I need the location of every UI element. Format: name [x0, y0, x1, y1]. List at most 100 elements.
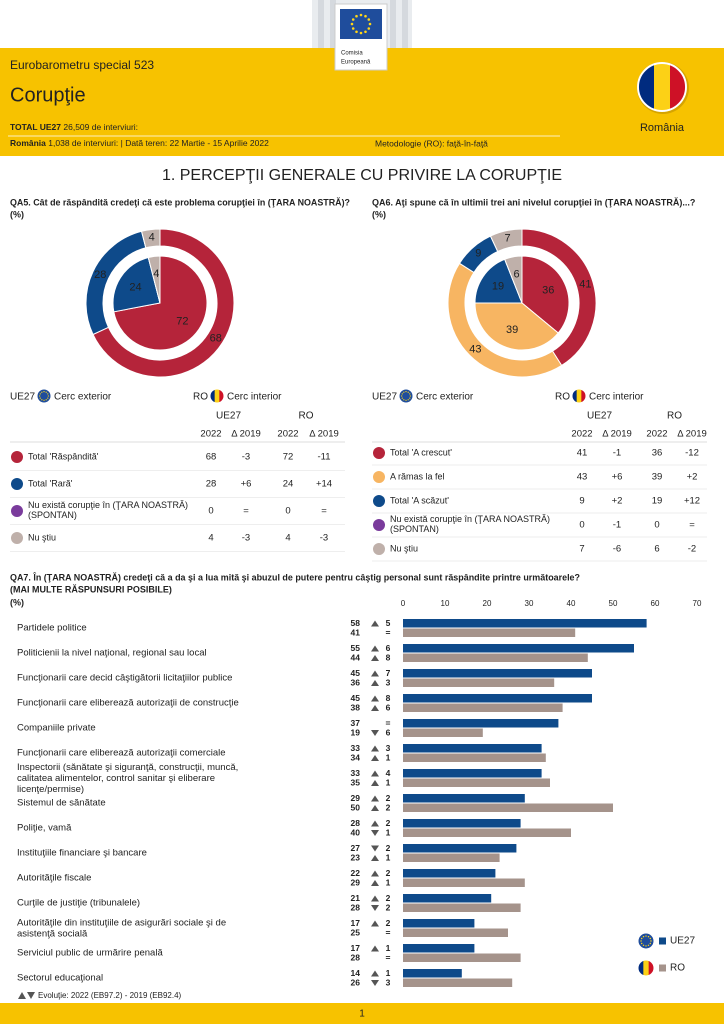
eu-star: [409, 395, 411, 397]
category-label: A rămas la fel: [390, 471, 445, 481]
table-subheader: 2022: [277, 429, 298, 440]
eu-star: [403, 399, 405, 401]
legend-name: UE27: [372, 392, 397, 403]
change-label: 6: [386, 643, 391, 653]
eu-star: [43, 399, 45, 401]
flag-stripe: [654, 63, 671, 111]
value-label: 28: [351, 818, 361, 828]
change-arrow: [371, 920, 379, 927]
table-change: +2: [687, 472, 698, 483]
change-arrow: [371, 895, 379, 902]
fieldwork: Dată teren: 22 Martie - 15 Aprilie 2022: [125, 138, 269, 148]
segment-label: 28: [94, 269, 106, 281]
x-tick-label: 70: [693, 599, 702, 608]
change-arrow: [371, 730, 379, 736]
change-label: 2: [386, 802, 391, 812]
change-label: 3: [386, 743, 391, 753]
change-label: 1: [386, 852, 391, 862]
change-label: 1: [386, 752, 391, 762]
value-label: 35: [351, 777, 361, 787]
bar: [403, 678, 555, 687]
bar: [403, 878, 525, 887]
legend-dot: [11, 505, 23, 517]
segment-label: 4: [149, 231, 155, 243]
flag-stripe: [214, 389, 220, 403]
category-label: Politicienii la nivel naţional, regional…: [17, 648, 207, 659]
change-arrow: [371, 970, 379, 977]
ro-label: România: [10, 138, 46, 148]
table-subheader: Δ 2019: [602, 429, 632, 440]
eu-star: [39, 397, 41, 399]
country-name: România: [640, 122, 685, 134]
logo-text: Europeană: [341, 60, 371, 66]
table-header: RO: [667, 411, 682, 422]
logo-star: [351, 27, 355, 30]
table-change: +2: [612, 496, 623, 507]
separator: |: [121, 138, 123, 148]
legend-dot: [373, 519, 385, 531]
bar: [403, 894, 492, 903]
section-title: 1. PERCEPŢII GENERALE CU PRIVIRE LA CORU…: [162, 167, 562, 184]
bar: [403, 753, 546, 762]
logo-star: [359, 31, 363, 35]
change-arrow: [371, 780, 379, 786]
value-label: 37: [351, 718, 361, 728]
legend-dot: [11, 451, 23, 463]
change-arrow: [371, 620, 379, 627]
total-line: TOTAL UE27 26,509 de interviuri:: [10, 122, 138, 132]
table-change: -3: [320, 533, 328, 544]
category-label: Inspectorii (sănătate şi siguranţă, cons…: [17, 762, 241, 795]
value-label: 58: [351, 618, 361, 628]
change-label: 1: [386, 943, 391, 953]
segment-label: 43: [469, 344, 481, 356]
legend-dot: [373, 447, 385, 459]
flag-border: [209, 388, 225, 404]
value-label: 36: [351, 677, 361, 687]
table-change: -6: [613, 544, 621, 555]
value-label: 22: [351, 868, 361, 878]
eu-star: [39, 395, 41, 397]
logo-star: [367, 18, 371, 21]
bar: [403, 953, 521, 962]
flag-border: [637, 959, 655, 977]
change-label: 7: [386, 668, 391, 678]
x-tick-label: 0: [401, 599, 406, 608]
legend-name: RO: [193, 392, 208, 403]
category-label: Funcţionarii care eliberează autorizaţii…: [17, 748, 226, 759]
category-label: Curţile de justiţie (tribunalele): [17, 898, 140, 909]
flag-stripe: [572, 389, 578, 403]
legend-dot: [11, 532, 23, 544]
footnote: Evoluţie: 2022 (EB97.2) - 2019 (EB92.4): [38, 991, 182, 1000]
bar: [403, 969, 462, 978]
value-label: 45: [351, 693, 361, 703]
question-note: (MAI MULTE RĂSPUNSURI POSIBILE): [10, 584, 172, 594]
donut-segment: [521, 255, 570, 334]
value-label: 29: [351, 877, 361, 887]
table-change: -12: [685, 448, 699, 459]
change-label: 3: [386, 677, 391, 687]
eu-star: [47, 395, 49, 397]
bar: [403, 819, 521, 828]
eu-flag-icon: [637, 932, 655, 950]
bar: [403, 978, 513, 987]
bar: [403, 903, 521, 912]
value-label: 14: [351, 968, 361, 978]
donut-segment: [474, 302, 559, 351]
page-number: 1: [359, 1009, 365, 1020]
eu-star: [647, 935, 650, 938]
change-label: 1: [386, 827, 391, 837]
eu-star: [41, 399, 43, 401]
change-arrow: [371, 745, 379, 752]
bar: [403, 853, 500, 862]
category-label: Poliţie, vamă: [17, 823, 72, 834]
value-label: 50: [351, 802, 361, 812]
legend-ring: Cerc exterior: [416, 392, 474, 403]
category-label: Autorităţile fiscale: [17, 873, 91, 884]
bar: [403, 653, 588, 662]
table-value: 0: [654, 520, 659, 531]
change-arrow: [371, 880, 379, 886]
bar: [403, 694, 592, 703]
logo-star: [364, 14, 367, 18]
eu-star: [642, 944, 645, 947]
category-label: Funcţionarii care eliberează autorizaţii…: [17, 698, 239, 709]
